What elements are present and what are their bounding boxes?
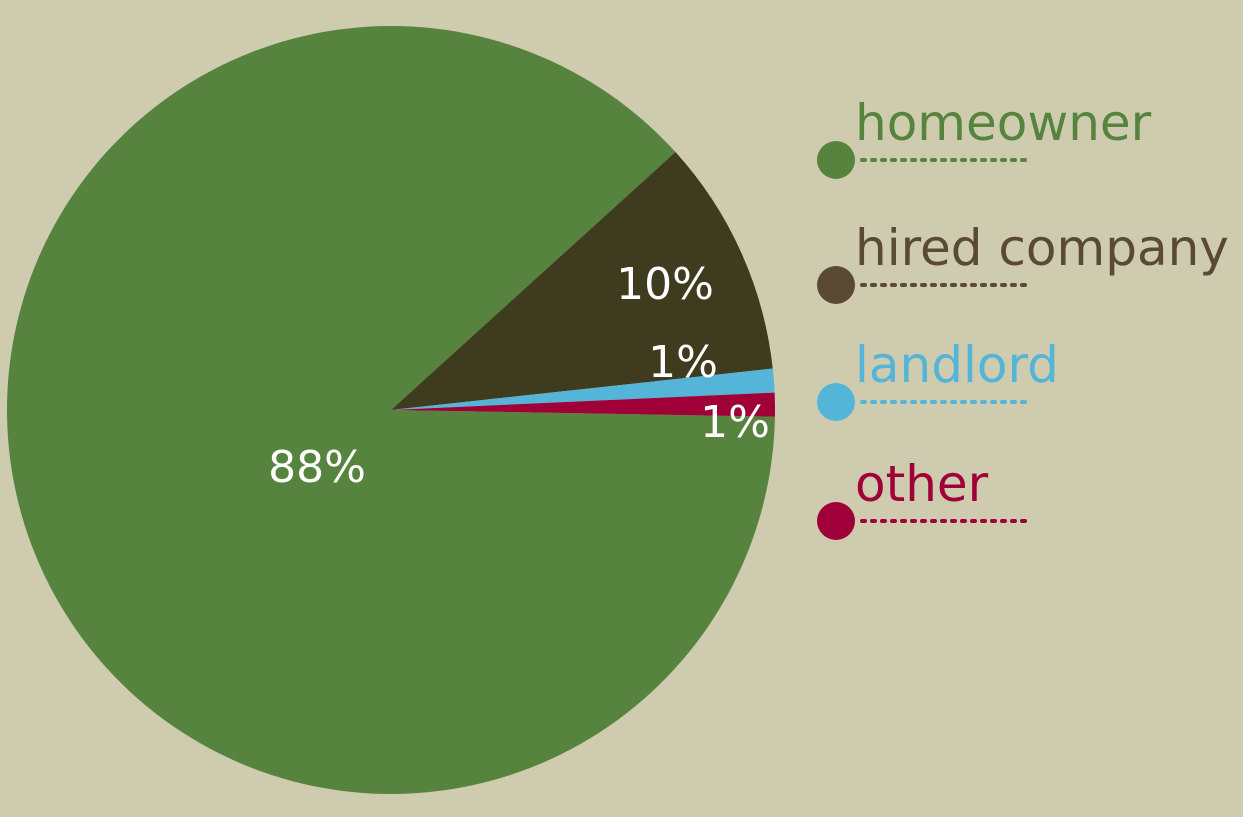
legend-dot: [817, 383, 855, 421]
pie-slice: [391, 368, 775, 410]
legend-dot: [817, 266, 855, 304]
legend-dot: [817, 141, 855, 179]
legend-label: homeowner: [855, 94, 1152, 152]
value-label: 1%: [648, 337, 718, 388]
legend-label: landlord: [855, 336, 1059, 394]
pie-slice: [391, 392, 775, 417]
value-label: 88%: [268, 442, 366, 493]
pie-slice: [391, 152, 773, 410]
legend-label: other: [855, 455, 989, 513]
value-label: 10%: [616, 259, 714, 310]
legend-label: hired company: [855, 219, 1229, 277]
pie-slice: [7, 25, 775, 794]
legend-dot: [817, 502, 855, 540]
value-label: 1%: [700, 397, 770, 448]
